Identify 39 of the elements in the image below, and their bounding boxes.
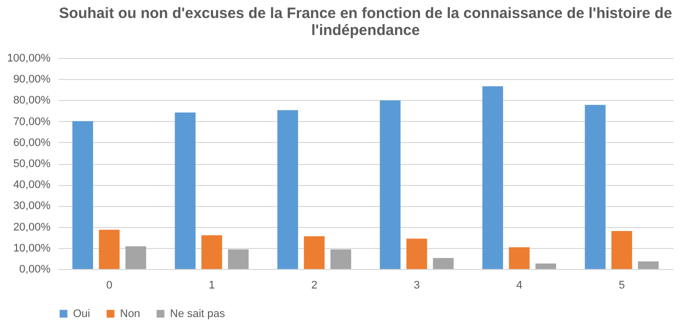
y-tick-label: 90,00% xyxy=(13,74,51,86)
chart-title: Souhait ou non d'excuses de la France en fonction de la connaissance de l'histoire de l'indépendance xyxy=(58,5,672,39)
legend-label: Ne sait pas xyxy=(170,308,226,320)
y-tick-label: 30,00% xyxy=(13,200,51,212)
x-tick-label: 3 xyxy=(414,280,420,292)
bar xyxy=(98,230,120,269)
x-tick-label: 1 xyxy=(208,280,215,292)
legend-label: Non xyxy=(120,308,140,320)
y-tick-label: 100,00% xyxy=(7,52,51,64)
y-tick-label: 60,00% xyxy=(13,136,51,149)
bar xyxy=(406,238,428,269)
y-tick-label: 10,00% xyxy=(13,242,51,254)
y-tick-label: 50,00% xyxy=(13,158,51,170)
bar xyxy=(638,261,659,269)
bar xyxy=(277,110,298,269)
y-tick-label: 40,00% xyxy=(13,179,51,192)
bar xyxy=(611,231,632,269)
bar xyxy=(535,264,556,269)
legend-label: Oui xyxy=(73,308,90,320)
y-tick-label: 70,00% xyxy=(13,116,51,128)
bar xyxy=(304,236,325,269)
bar xyxy=(72,121,94,269)
bar xyxy=(482,86,504,269)
bar xyxy=(201,235,222,269)
bar xyxy=(174,112,196,269)
bar xyxy=(380,100,401,269)
y-tick-label: 0,00% xyxy=(19,264,51,276)
bar xyxy=(330,249,352,269)
bar xyxy=(228,249,249,269)
bar xyxy=(125,246,146,269)
bar xyxy=(508,247,530,269)
y-tick-label: 20,00% xyxy=(13,221,51,234)
x-tick-label: 2 xyxy=(311,280,318,292)
x-tick-label: 0 xyxy=(106,280,112,292)
bar xyxy=(584,104,606,269)
x-tick-label: 4 xyxy=(516,280,522,292)
x-tick-label: 5 xyxy=(618,280,625,292)
bar xyxy=(432,258,454,269)
y-tick-label: 80,00% xyxy=(13,94,51,107)
